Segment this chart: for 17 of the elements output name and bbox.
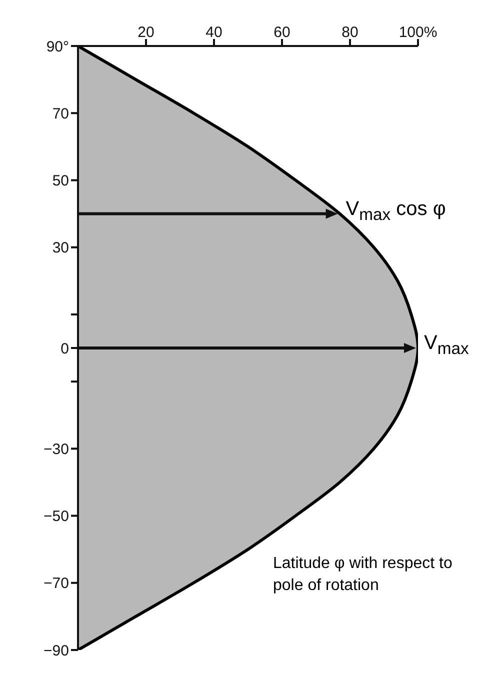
y-tick-label: −50 bbox=[44, 508, 69, 526]
x-tick-label: 20 bbox=[138, 24, 154, 41]
x-tick-label: 40 bbox=[206, 24, 222, 41]
y-tick-label: 0 bbox=[60, 340, 69, 358]
x-tick-label: 60 bbox=[274, 24, 290, 41]
y-tick-label: 30 bbox=[52, 240, 69, 257]
y-tick-label: −30 bbox=[44, 440, 69, 458]
y-tick-label: 50 bbox=[52, 172, 69, 190]
y-tick-label: −70 bbox=[44, 575, 69, 592]
y-axis-title: Latitude φ with respect to pole of rotation bbox=[273, 554, 454, 596]
x-tick-label: 80 bbox=[342, 24, 358, 41]
annotation: V$_{max}$ bbox=[424, 332, 469, 359]
y-tick-label: 90° bbox=[46, 38, 69, 56]
y-tick-label: −90 bbox=[44, 642, 69, 660]
x-tick-label: 100% bbox=[398, 24, 438, 41]
y-tick-label: 70 bbox=[52, 105, 69, 122]
annotation: V$_{max}$ cos φ bbox=[346, 198, 446, 225]
